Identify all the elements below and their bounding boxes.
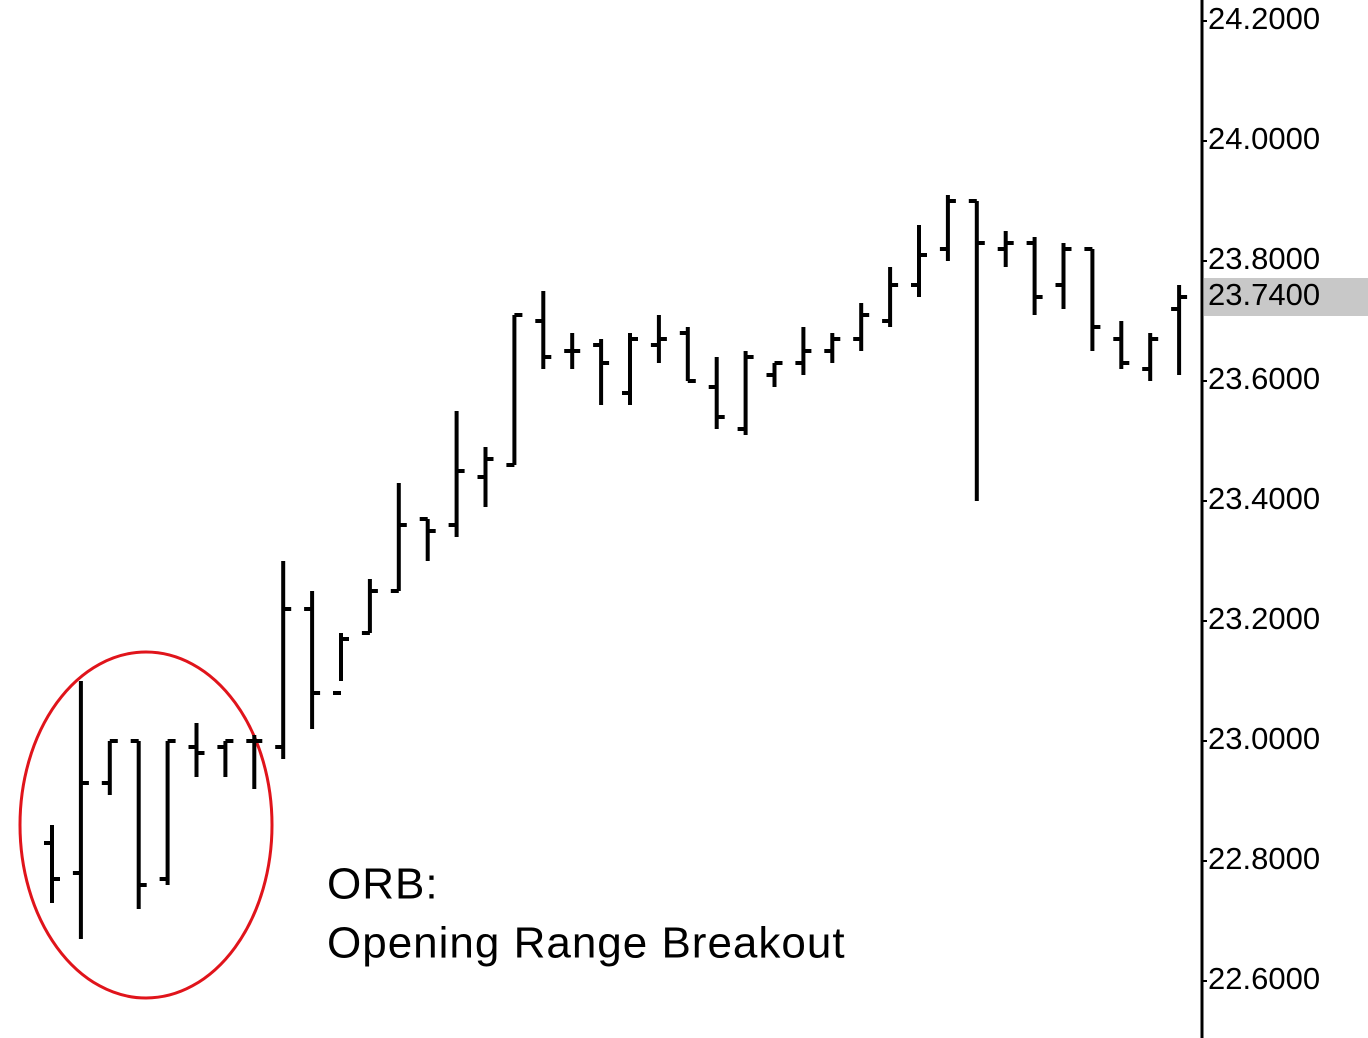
last-price-box xyxy=(1204,278,1368,316)
last-price-label: 23.7400 xyxy=(1208,277,1320,312)
y-tick-label: 23.4000 xyxy=(1208,481,1320,516)
y-tick-label: 23.6000 xyxy=(1208,361,1320,396)
y-tick-label: 23.8000 xyxy=(1208,241,1320,276)
opening-range-circle xyxy=(18,650,274,1000)
y-tick-label: 24.0000 xyxy=(1208,121,1320,156)
y-tick-label: 22.8000 xyxy=(1208,841,1320,876)
annotation: Opening Range Breakout xyxy=(327,919,846,968)
y-tick-label: 23.0000 xyxy=(1208,721,1320,756)
y-tick-label: 22.6000 xyxy=(1208,961,1320,996)
y-tick-label: 24.2000 xyxy=(1208,1,1320,36)
y-tick-label: 23.2000 xyxy=(1208,601,1320,636)
annotation: ORB: xyxy=(327,860,439,909)
